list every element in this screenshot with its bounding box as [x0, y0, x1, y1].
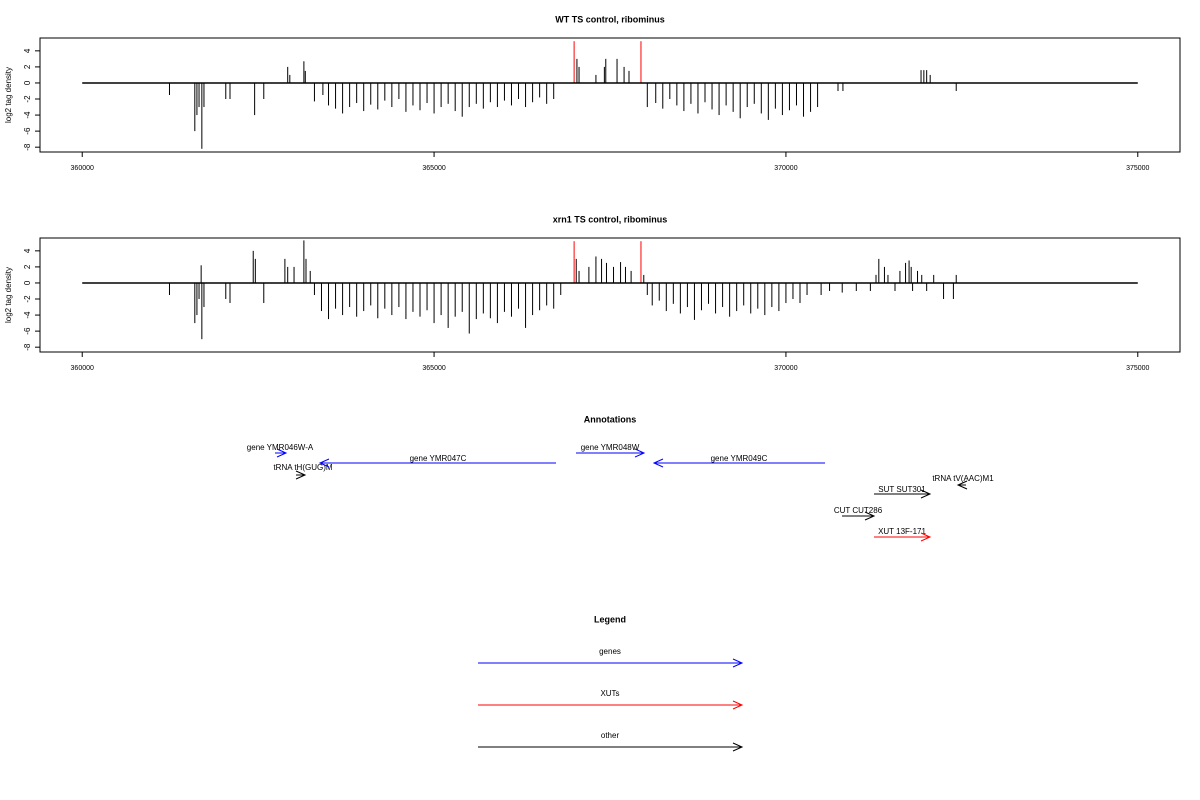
legend-label: other [601, 731, 620, 740]
x-tick-label: 360000 [71, 165, 94, 172]
x-tick-label: 370000 [774, 365, 797, 372]
annotation-arrow [576, 448, 646, 458]
y-tick-label: -6 [23, 327, 32, 335]
y-tick-label: -2 [23, 295, 32, 303]
annotation-arrow [318, 458, 556, 468]
y-tick-label: 2 [23, 264, 32, 269]
legend-arrow [478, 742, 744, 752]
annotation-label: SUT SUT301 [878, 485, 926, 494]
annotation-arrow [275, 448, 288, 458]
x-tick-label: 365000 [422, 165, 445, 172]
y-tick-label: -4 [23, 311, 32, 319]
annotations-title: Annotations [584, 414, 637, 424]
legend-label: XUTs [600, 689, 619, 698]
x-tick-label: 370000 [774, 165, 797, 172]
annotation-arrow [874, 532, 932, 542]
legend-arrow [478, 700, 744, 710]
legend-title: Legend [594, 614, 626, 624]
x-tick-label: 360000 [71, 365, 94, 372]
annotation-label: gene YMR046W-A [247, 443, 314, 452]
y-tick-label: -4 [23, 111, 32, 119]
y-tick-label: 2 [23, 64, 32, 69]
annotation-label: gene YMR048W [581, 443, 640, 452]
annotation-label: gene YMR049C [711, 454, 768, 463]
y-axis-label: log2 tag density [4, 67, 13, 123]
y-tick-label: 4 [23, 48, 32, 53]
annotation-arrow [295, 470, 307, 480]
annotation-label: tRNA tH(GUG)M [273, 463, 332, 472]
annotation-label: CUT CUT286 [834, 506, 883, 515]
annotation-arrow [842, 511, 876, 521]
y-axis-label: log2 tag density [4, 267, 13, 323]
x-tick-label: 375000 [1126, 365, 1149, 372]
chart-title: WT TS control, ribominus [555, 14, 665, 24]
annotation-label: XUT 13F-171 [878, 527, 926, 536]
y-tick-label: 0 [23, 280, 32, 285]
legend-label: genes [599, 647, 621, 656]
plot-frame [39, 237, 1181, 353]
chart-title: xrn1 TS control, ribominus [553, 214, 668, 224]
annotation-label: gene YMR047C [410, 454, 467, 463]
x-tick-label: 375000 [1126, 165, 1149, 172]
y-tick-label: -6 [23, 127, 32, 135]
legend-arrow [478, 658, 744, 668]
y-tick-label: -8 [23, 343, 32, 351]
annotation-label: tRNA tV(AAC)M1 [932, 474, 994, 483]
y-tick-label: 4 [23, 248, 32, 253]
x-tick-label: 365000 [422, 365, 445, 372]
y-tick-label: -8 [23, 143, 32, 151]
y-tick-label: -2 [23, 95, 32, 103]
plot-frame [39, 37, 1181, 153]
annotation-arrow [874, 489, 932, 499]
annotation-arrow [956, 480, 968, 490]
y-tick-label: 0 [23, 80, 32, 85]
annotation-arrow [652, 458, 825, 468]
